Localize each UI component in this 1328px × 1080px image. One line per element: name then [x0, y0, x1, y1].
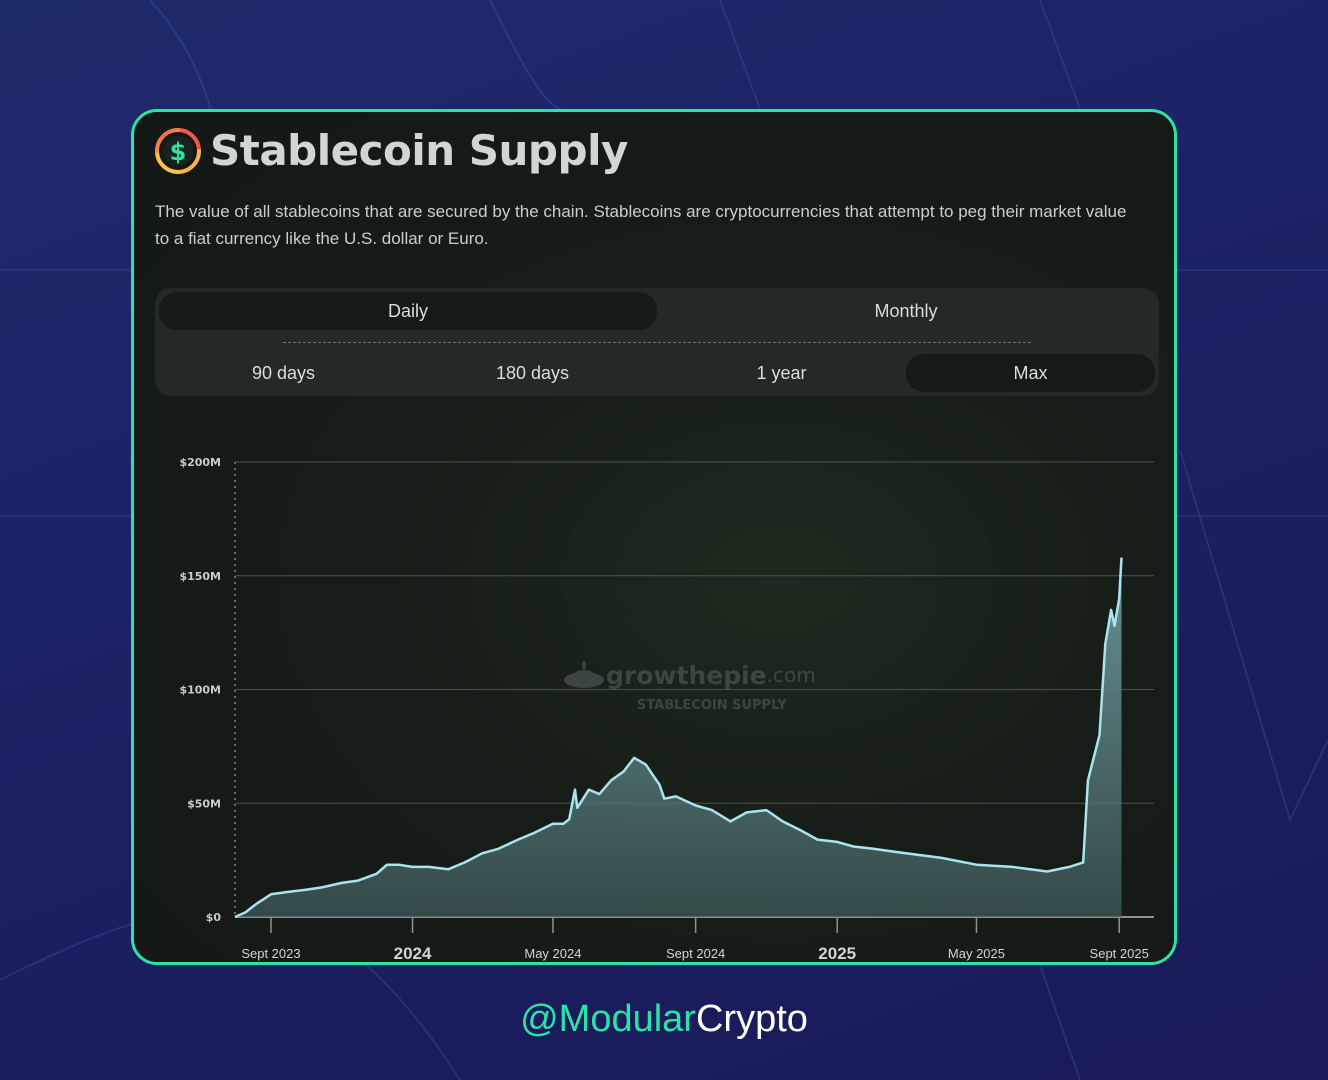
chart-controls: Daily Monthly 90 days 180 days 1 year Ma… [155, 288, 1159, 396]
x-tick-label: May 2025 [948, 946, 1005, 961]
tab-monthly[interactable]: Monthly [874, 300, 938, 321]
x-tick-label: Sept 2024 [666, 946, 725, 961]
y-tick-label: $200M [179, 456, 221, 469]
range-180-days[interactable]: 180 days [495, 362, 570, 383]
y-tick-label: $150M [179, 570, 221, 583]
x-tick-label: Sept 2025 [1090, 946, 1149, 961]
y-tick-label: $100M [179, 684, 221, 697]
range-90-days[interactable]: 90 days [251, 362, 316, 383]
range-1-year[interactable]: 1 year [756, 362, 807, 383]
x-tick-label: May 2024 [524, 946, 581, 961]
controls-divider [283, 342, 1031, 343]
watermark-subtitle: STABLECOIN SUPPLY [636, 698, 787, 713]
dollar-circle-icon: $ [155, 127, 201, 174]
chart-area: $0 $50M $100M $150M $200M Sept 2023 2024 May 20… [134, 412, 1174, 962]
pie-logo-icon [564, 660, 604, 688]
handle-rest: Crypto [695, 998, 808, 1040]
watermark-brand: growthepie .com [562, 658, 816, 692]
svg-text:$: $ [170, 138, 187, 166]
y-tick-label: $50M [187, 797, 221, 810]
range-max[interactable]: Max [906, 354, 1155, 392]
author-handle: @ModularCrypto [0, 998, 1328, 1041]
stablecoin-supply-chart: $0 $50M $100M $150M $200M Sept 2023 2024 May 20… [179, 456, 1154, 962]
tab-daily[interactable]: Daily [159, 292, 657, 330]
watermark-brand-suffix: .com [766, 663, 816, 687]
x-tick-label: Sept 2023 [241, 946, 300, 961]
card-title: Stablecoin Supply [210, 126, 628, 175]
series-area [235, 557, 1122, 917]
card-header: $ Stablecoin Supply [154, 126, 628, 175]
granularity-toggle: Daily Monthly [159, 292, 1155, 330]
handle-accent: @Modular [520, 998, 696, 1040]
range-toggle: 90 days 180 days 1 year Max [159, 354, 1155, 392]
watermark: growthepie .com STABLECOIN SUPPLY [562, 658, 816, 713]
card-description: The value of all stablecoins that are se… [155, 202, 1127, 248]
watermark-brand-name: growthepie [606, 660, 767, 690]
x-tick-label: 2024 [394, 944, 432, 962]
y-tick-label: $0 [206, 911, 222, 924]
stablecoin-supply-card: $ Stablecoin Supply The value of all sta… [131, 109, 1177, 965]
x-tick-label: 2025 [818, 944, 856, 962]
